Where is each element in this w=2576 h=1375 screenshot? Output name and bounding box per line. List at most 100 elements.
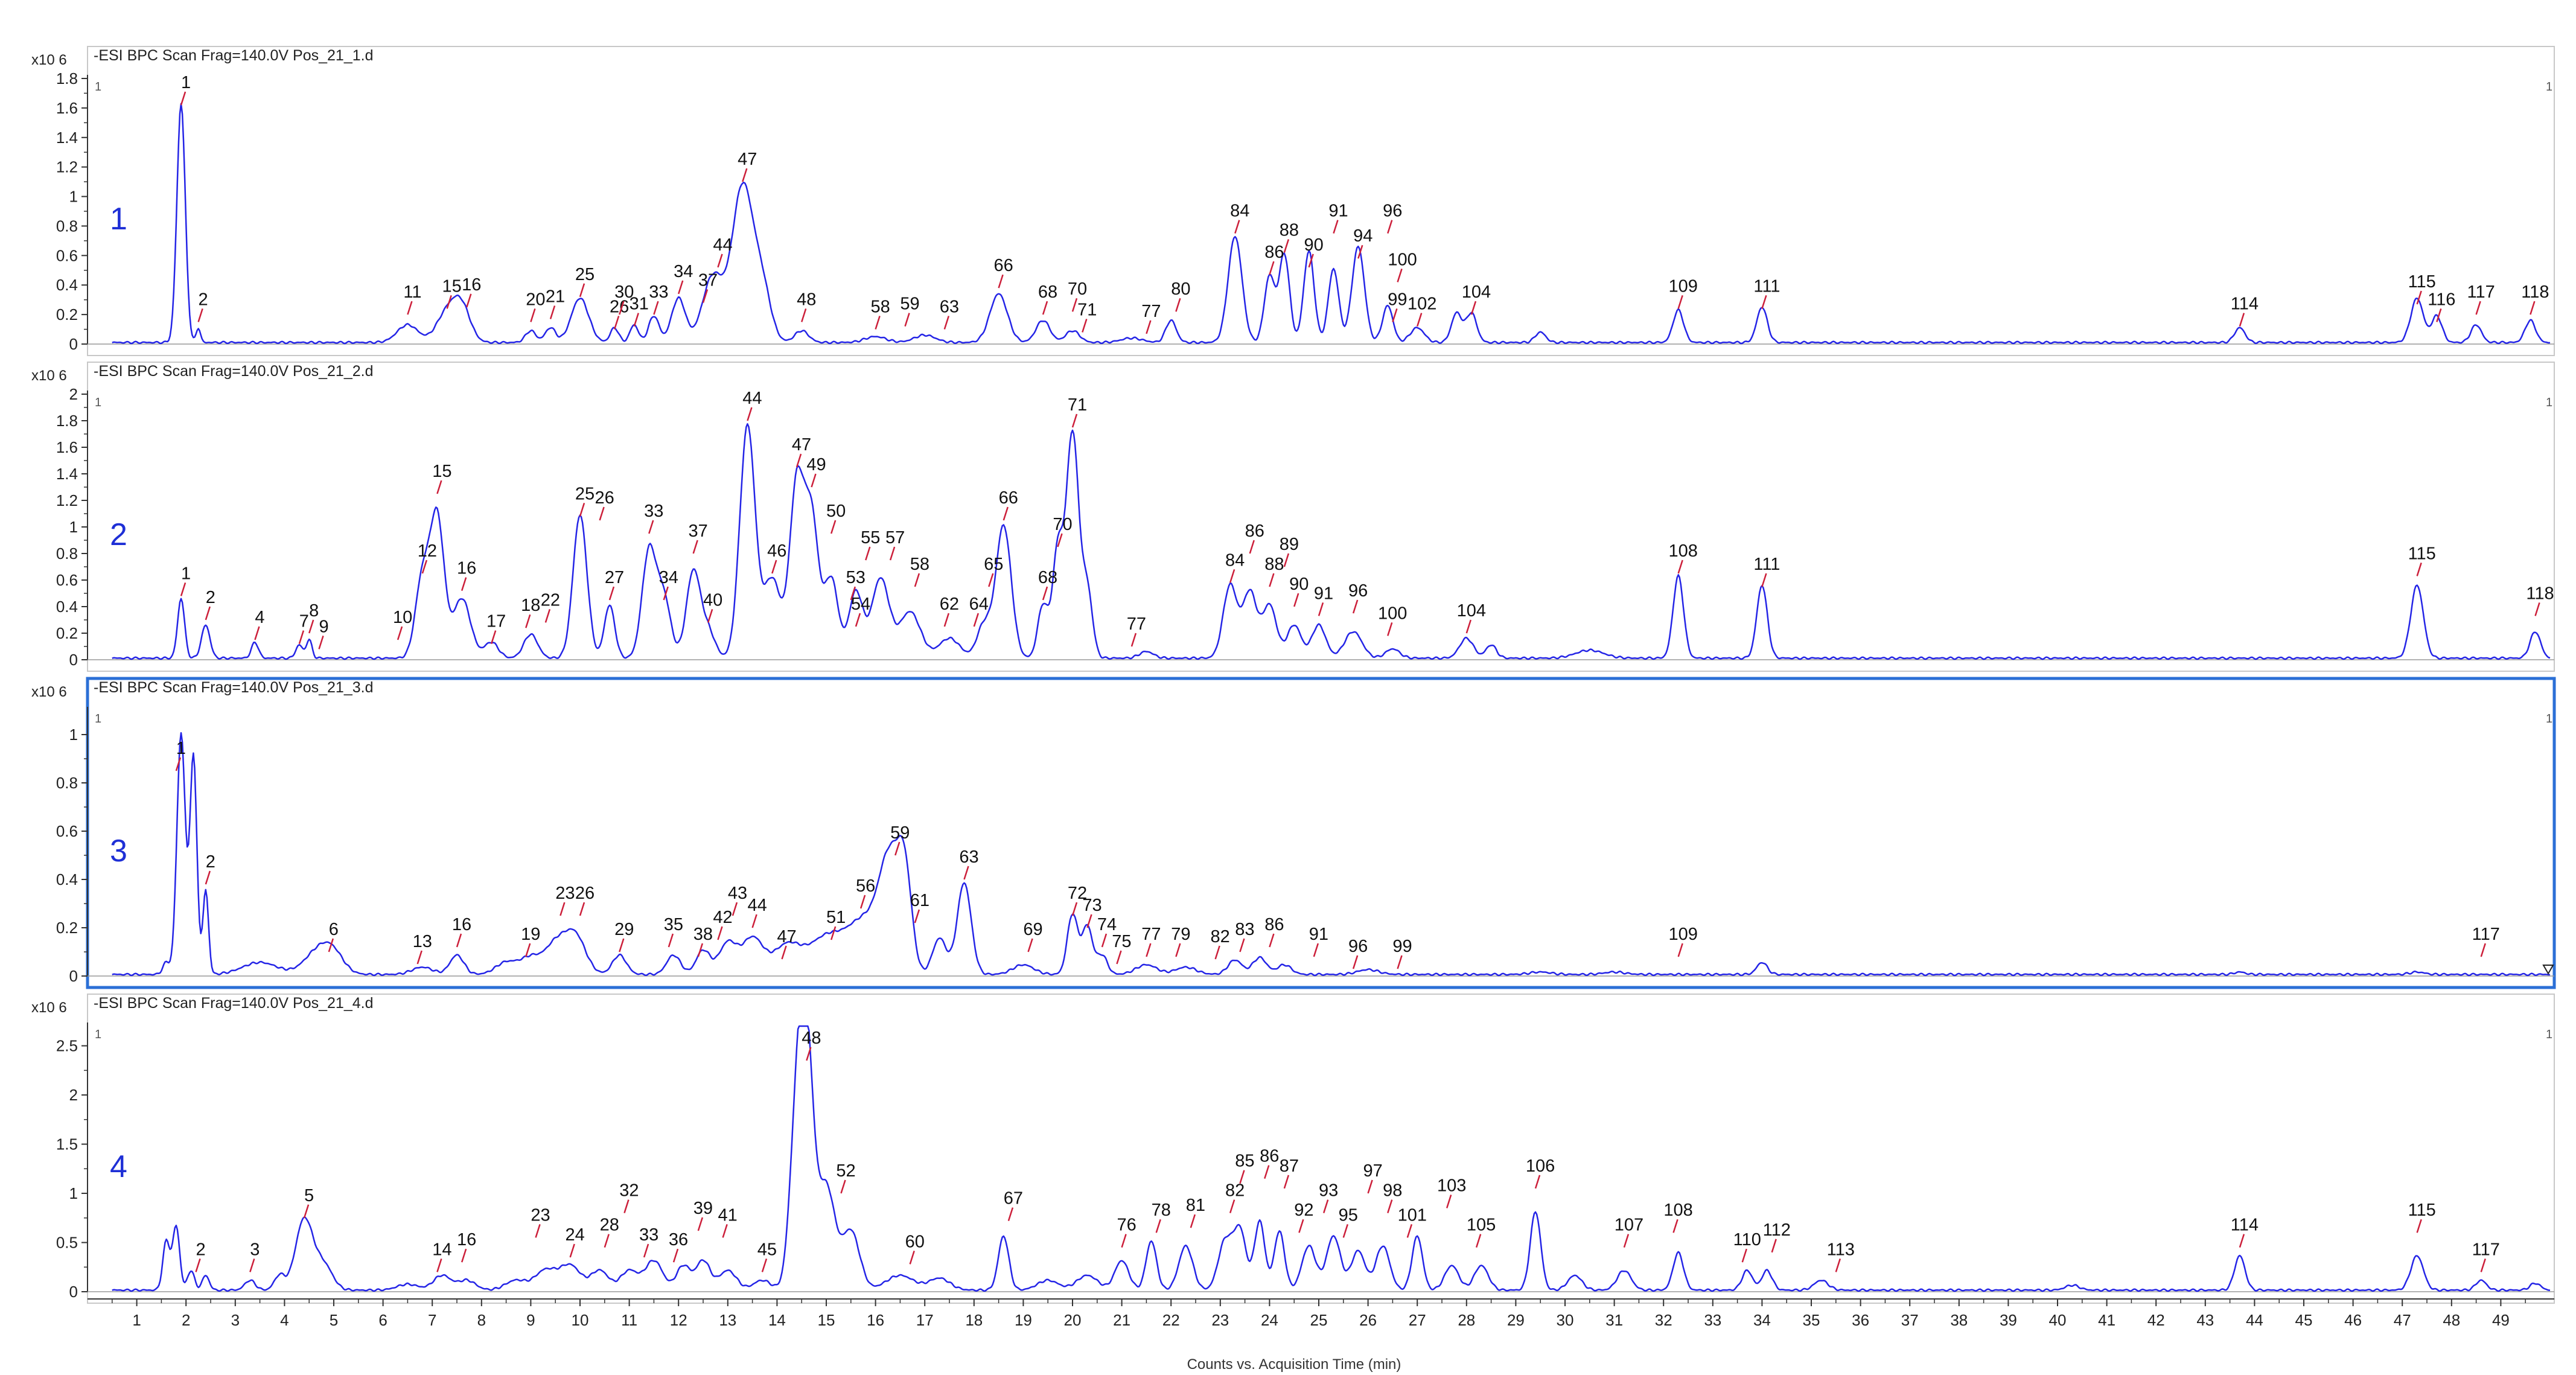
peak-label: 113 [1827,1240,1855,1259]
peak-label: 26 [595,488,614,508]
peak-label: 103 [1437,1176,1466,1195]
peak-label: 52 [836,1161,855,1181]
peak-marker [436,480,442,494]
x-tick-label: 40 [2049,1311,2067,1329]
peak-marker [525,614,531,628]
peak-label: 117 [2467,282,2495,302]
peak-label: 90 [1289,575,1309,594]
peak-label: 63 [959,847,978,867]
x-tick-label: 16 [867,1311,884,1329]
peak-label: 96 [1348,937,1368,956]
peak-marker [909,1250,915,1265]
peak-label: 13 [413,932,432,951]
peak-marker [461,577,467,591]
y-tick-label: 1 [69,726,78,744]
peak-marker [490,630,497,644]
peak-marker [707,609,713,623]
panel-title: -ESI BPC Scan Frag=140.0V Pos_21_3.d [94,679,373,696]
y-exponent-label: x10 6 [31,1000,67,1016]
peak-label: 33 [649,282,668,302]
peak-marker [717,926,723,940]
panel-index-mark: 1 [2546,80,2552,94]
x-tick-label: 6 [378,1311,387,1329]
peak-marker [604,1234,610,1248]
x-tick-label: 22 [1162,1311,1180,1329]
peak-label: 77 [1127,614,1146,634]
peak-label: 36 [669,1230,688,1249]
x-tick-label: 39 [2000,1311,2017,1329]
peak-marker [1397,268,1403,282]
peak-label: 110 [1733,1230,1761,1249]
peak-label: 16 [452,915,471,934]
x-tick-label: 29 [1507,1311,1525,1329]
y-exponent-label: x10 6 [31,368,67,384]
peak-marker [1155,1219,1161,1233]
peak-marker [1835,1259,1841,1272]
x-tick-label: 36 [1852,1311,1869,1329]
peak-marker [308,619,314,634]
peak-marker [1027,938,1033,952]
peak-marker [1007,1207,1014,1222]
peak-marker [549,305,556,319]
peak-label: 84 [1225,550,1245,570]
x-tick-label: 1 [132,1311,141,1329]
peak-marker [692,540,698,554]
peak-label: 99 [1388,290,1407,309]
peak-label: 101 [1398,1205,1427,1225]
y-tick-label: 0.6 [56,822,78,840]
y-tick-label: 0.4 [56,276,78,294]
peak-label: 49 [806,455,826,474]
peak-label: 76 [1117,1216,1136,1235]
peak-marker [1342,1223,1348,1238]
y-tick-label: 0.2 [56,919,78,937]
x-tick-label: 19 [1015,1311,1032,1329]
peak-label: 44 [742,389,762,408]
peak-label: 71 [1077,300,1097,319]
peak-label: 74 [1097,915,1117,934]
peak-marker [1071,902,1078,916]
peak-marker [407,301,413,315]
peak-label: 35 [664,915,683,934]
scroll-down-icon [2542,965,2554,975]
peak-marker [579,902,585,916]
peak-label: 24 [566,1225,585,1245]
peak-marker [865,546,871,561]
peak-marker [1121,1234,1127,1248]
peak-label: 3 [250,1240,260,1259]
peak-label: 82 [1211,927,1230,946]
peak-marker [599,506,605,521]
peak-label: 14 [432,1240,451,1259]
peak-marker [1534,1175,1541,1189]
peak-label: 95 [1339,1205,1358,1225]
x-tick-label: 23 [1211,1311,1229,1329]
peak-marker [1146,320,1152,334]
peak-label: 63 [940,298,959,317]
peak-label: 118 [2521,282,2549,302]
peak-marker [771,560,777,574]
peak-label: 107 [1615,1216,1643,1235]
peak-marker [914,909,920,924]
y-tick-label: 1 [69,188,78,206]
peak-marker [1475,1234,1482,1248]
y-tick-label: 0 [69,967,78,985]
y-tick-label: 0.4 [56,598,78,616]
peak-marker [1446,1195,1452,1208]
peak-marker [1234,220,1240,234]
peak-label: 2 [199,290,208,309]
peak-marker [579,503,585,517]
peak-label: 7 [299,612,309,631]
peak-marker [1116,950,1122,965]
peak-marker [1313,943,1319,957]
x-tick-label: 7 [428,1311,436,1329]
panel-index-mark: 1 [2546,1028,2552,1041]
peak-marker [175,757,182,771]
peak-label: 70 [1068,279,1087,299]
peak-label: 88 [1280,220,1299,240]
peak-marker [904,313,910,327]
peak-marker [197,308,203,322]
y-tick-label: 1 [69,518,78,536]
peak-label: 94 [1353,226,1372,246]
peak-marker [1387,622,1393,636]
peak-label: 47 [792,435,811,455]
x-tick-label: 2 [182,1311,190,1329]
